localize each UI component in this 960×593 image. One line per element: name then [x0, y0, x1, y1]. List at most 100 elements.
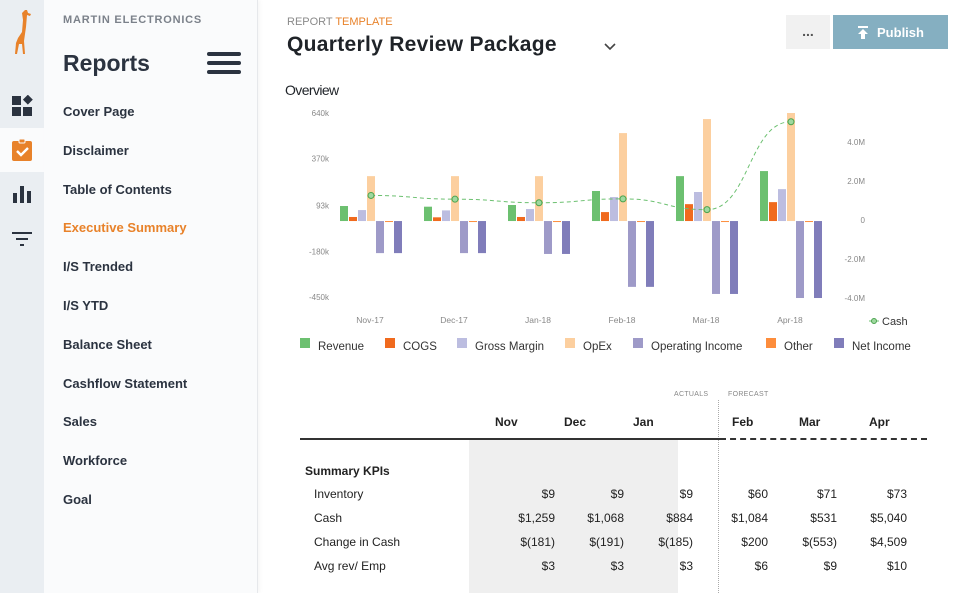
right-axis-tick: -4.0M — [845, 294, 866, 303]
right-axis-tick: -2.0M — [845, 255, 866, 264]
main-content: REPORT TEMPLATE Quarterly Review Package… — [259, 0, 960, 593]
row-label: Change in Cash — [314, 535, 401, 549]
table-cell: $5,040 — [870, 511, 907, 525]
bar-other — [805, 221, 813, 223]
sidebar-item-cover-page[interactable]: Cover Page — [63, 104, 135, 119]
bar-opex — [787, 113, 795, 222]
bar-net-income — [814, 221, 822, 299]
kicker-label: REPORT — [287, 16, 333, 28]
column-header-feb[interactable]: Feb — [732, 415, 754, 429]
bar-gross-margin — [694, 192, 702, 222]
bar-operating-income — [544, 221, 552, 254]
table-cell: $3 — [610, 559, 624, 573]
legend-label: Gross Margin — [475, 341, 544, 353]
bar-chart-icon — [13, 186, 31, 203]
row-label: Avg rev/ Emp — [314, 559, 386, 573]
kicker-accent: TEMPLATE — [335, 16, 393, 28]
bar-gross-margin — [526, 209, 534, 222]
table-cell: $3 — [541, 559, 555, 573]
legend-label: OpEx — [583, 341, 612, 353]
right-axis-tick: 2.0M — [847, 177, 865, 186]
left-axis-tick: -450k — [309, 293, 330, 302]
table-row: Change in Cash $(181) $(191) $(185) $200 $(55… — [305, 535, 927, 559]
clipboard-check-icon — [12, 138, 32, 161]
table-cell: $4,509 — [870, 535, 907, 549]
cash-point — [367, 191, 375, 199]
bar-other — [637, 221, 645, 223]
giraffe-logo[interactable] — [10, 8, 34, 58]
sidebar-item-workforce[interactable]: Workforce — [63, 453, 128, 469]
x-axis-tick: Feb-18 — [609, 315, 636, 325]
bar-opex — [703, 119, 711, 222]
cash-point — [451, 195, 459, 203]
cash-point — [787, 118, 795, 126]
sidebar-item-goal[interactable]: Goal — [63, 491, 92, 507]
table-cell: $200 — [741, 535, 768, 549]
sidebar-item-i-s-trended[interactable]: I/S Trended — [63, 259, 134, 275]
cash-point — [703, 206, 711, 214]
sidebar-item-disclaimer[interactable]: Disclaimer — [63, 142, 129, 158]
right-axis-tick: 4.0M — [847, 138, 865, 147]
legend-label: Revenue — [318, 341, 364, 353]
overview-chart: 640k 370k 93k -180k -450k 4.0M 2.0M 0 -2.0M -4.0M… — [300, 109, 911, 353]
icon-rail — [0, 0, 44, 593]
more-options-button[interactable]: ... — [786, 15, 830, 49]
x-axis-tick: Mar-18 — [693, 315, 720, 325]
hamburger-menu-icon[interactable] — [207, 52, 241, 76]
legend-label: Operating Income — [651, 341, 742, 353]
cash-legend-label: Cash — [882, 316, 908, 328]
column-header-nov[interactable]: Nov — [495, 415, 518, 429]
publish-label: Publish — [877, 24, 924, 40]
publish-button[interactable]: Publish — [833, 15, 948, 49]
table-cell: $6 — [754, 559, 768, 573]
column-header-apr[interactable]: Apr — [869, 415, 890, 429]
dashboard-icon — [12, 95, 33, 116]
bar-revenue — [508, 205, 516, 222]
table-cell: $60 — [747, 487, 768, 501]
bar-other — [385, 221, 393, 223]
sidebar-item-balance-sheet[interactable]: Balance Sheet — [63, 336, 152, 352]
bar-other — [469, 221, 477, 223]
table-cell: $71 — [816, 487, 837, 501]
table-cell: $73 — [886, 487, 907, 501]
section-header: Summary KPIs — [305, 464, 927, 488]
left-axis-tick: 370k — [312, 155, 330, 164]
bar-operating-income — [376, 221, 384, 254]
reports-nav[interactable] — [0, 128, 44, 172]
bar-cogs — [433, 217, 441, 222]
column-header-mar[interactable]: Mar — [799, 415, 821, 429]
cash-legend-marker — [871, 318, 877, 324]
dashboard-nav[interactable] — [0, 84, 44, 128]
table-cell: $(191) — [589, 535, 624, 549]
left-axis-tick: -180k — [309, 247, 330, 256]
forecast-label: FORECAST — [728, 391, 769, 398]
analytics-nav[interactable] — [0, 172, 44, 216]
legend-swatch-opex — [565, 338, 575, 348]
bar-revenue — [760, 171, 768, 222]
legend-swatch-revenue — [300, 338, 310, 348]
bar-other — [721, 221, 729, 223]
x-axis-tick: Apr-18 — [777, 315, 803, 325]
sidebar-item-i-s-ytd[interactable]: I/S YTD — [63, 297, 109, 313]
legend-label: Net Income — [852, 341, 911, 353]
bar-operating-income — [460, 221, 468, 254]
sidebar-item-executive-summary[interactable]: Executive Summary — [63, 220, 187, 236]
bar-operating-income — [628, 221, 636, 287]
sidebar-item-cashflow-statement[interactable]: Cashflow Statement — [63, 375, 188, 391]
sidebar-item-sales[interactable]: Sales — [63, 414, 97, 430]
x-axis-tick: Dec-17 — [440, 315, 468, 325]
filter-nav[interactable] — [0, 216, 44, 260]
chevron-down-icon[interactable] — [602, 38, 618, 54]
filter-icon — [12, 232, 32, 246]
table-row: Avg rev/ Emp $3 $3 $3 $6 $9 $10 — [305, 559, 927, 583]
reports-sidebar: MARTIN ELECTRONICS Reports Cover Page Dis… — [44, 0, 258, 593]
column-header-jan[interactable]: Jan — [633, 415, 654, 429]
bar-cogs — [769, 202, 777, 222]
left-axis-tick: 93k — [316, 201, 330, 210]
bar-cogs — [349, 216, 357, 222]
bar-revenue — [424, 206, 432, 222]
cash-point — [535, 199, 543, 207]
sidebar-item-table-of-contents[interactable]: Table of Contents — [63, 181, 172, 197]
row-label: Inventory — [314, 487, 364, 501]
column-header-dec[interactable]: Dec — [564, 415, 587, 429]
